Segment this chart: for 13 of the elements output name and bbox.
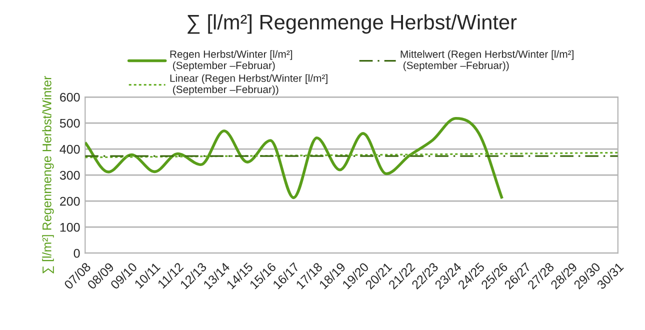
y-tick-label: 300 [60,170,80,180]
legend-label: Regen Herbst/Winter [l/m²] (September –Februar) [170,50,292,72]
legend-label: Linear (Regen Herbst/Winter [l/m²] (September –Februar)) [170,74,328,96]
y-tick-label: 100 [60,222,80,232]
legend-label: Mittelwert (Regen Herbst/Winter [l/m²] (September –Februar)) [400,50,574,72]
y-tick-label: 500 [60,118,80,128]
y-tick-label: 600 [60,92,80,102]
y-axis-title: ∑ [l/m²] Regenmenge Herbst/Winter [42,76,54,274]
y-tick-label: 0 [74,248,80,258]
y-tick-label: 400 [60,144,80,154]
y-tick-label: 200 [60,196,80,206]
line-series [85,116,504,200]
chart-title: ∑ [l/m²] Regenmenge Herbst/Winter [188,14,517,34]
